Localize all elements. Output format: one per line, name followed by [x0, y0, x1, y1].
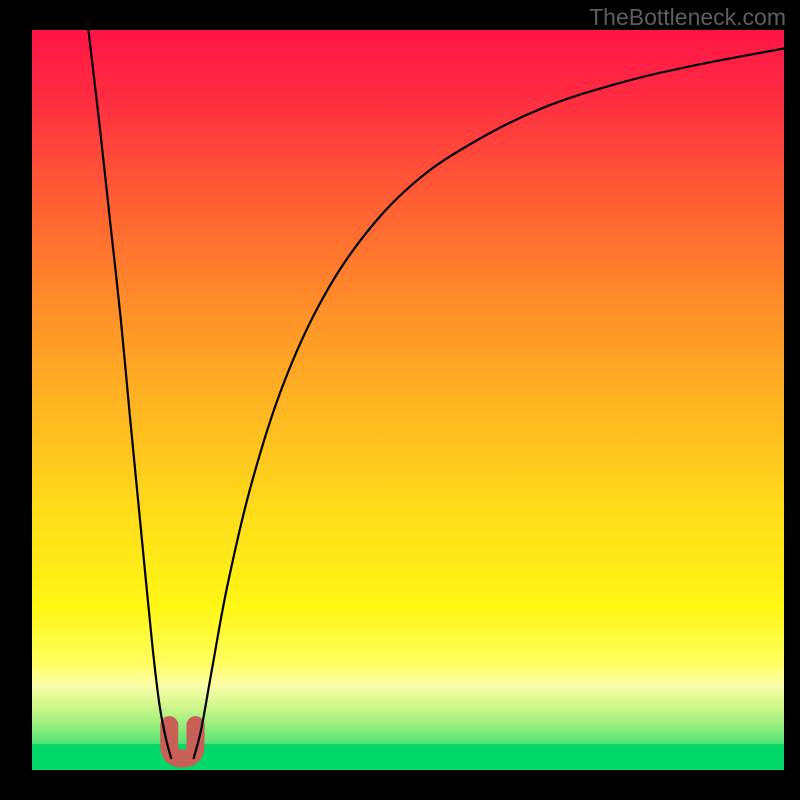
bottleneck-curve [0, 0, 800, 800]
frame-left [0, 30, 32, 770]
watermark-text: TheBottleneck.com [589, 4, 786, 31]
frame-right [784, 30, 800, 770]
chart-stage: TheBottleneck.com [0, 0, 800, 800]
frame-bottom [0, 770, 800, 800]
